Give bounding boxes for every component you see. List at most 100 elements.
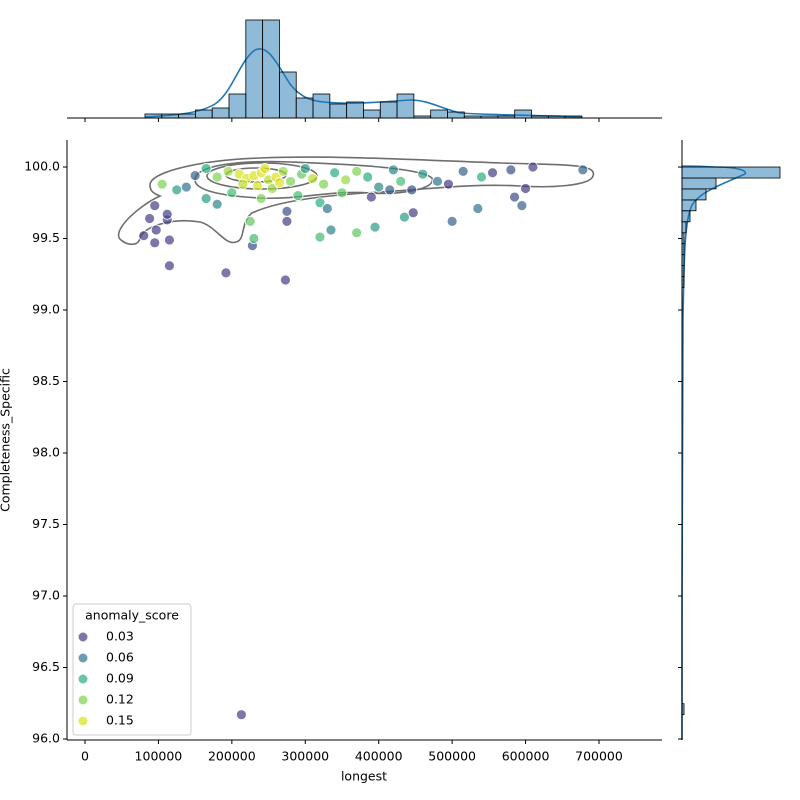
y-tick-label: 96.0 (32, 730, 60, 745)
x-tick-label: 100000 (135, 749, 183, 764)
x-tick-label: 0 (81, 749, 89, 764)
margin-hist-bar (681, 188, 707, 201)
margin-hist-bar (329, 103, 348, 119)
margin-hist-bar (178, 113, 196, 119)
scatter-point (307, 173, 319, 184)
scatter-point (200, 193, 212, 204)
scatter-point (432, 175, 443, 187)
scatter-point (161, 208, 173, 220)
scatter-point (150, 224, 162, 236)
scatter-point (255, 193, 267, 204)
scatter-point (252, 180, 263, 192)
legend-label: 0.12 (106, 692, 134, 707)
margin-hist-bar (295, 97, 314, 119)
scatter-point (472, 203, 484, 214)
scatter-point (509, 191, 520, 203)
scatter-point (280, 274, 291, 286)
legend-title: anomaly_score (85, 608, 179, 623)
legend-marker (77, 652, 89, 664)
y-tick-label: 97.0 (32, 588, 60, 603)
scatter-point (156, 178, 168, 190)
scatter-point (222, 165, 234, 177)
scatter-point (314, 197, 326, 209)
scatter-point (395, 175, 407, 187)
legend-box (72, 603, 192, 736)
scatter-point (407, 207, 419, 219)
scatter-point (180, 181, 192, 193)
margin-hist-bar (681, 254, 685, 266)
legend-marker (77, 694, 89, 706)
scatter-point (527, 161, 539, 173)
scatter-point (138, 230, 150, 242)
margin-hist-bar (379, 101, 398, 119)
scatter-point (336, 187, 348, 199)
legend-label: 0.03 (106, 629, 134, 644)
margin-hist-bar (681, 221, 687, 234)
y-tick-label: 99.5 (32, 230, 60, 245)
scatter-point (520, 183, 531, 194)
x-tick-label: 400000 (355, 749, 403, 764)
scatter-point (443, 178, 454, 190)
y-tick-label: 99.0 (32, 302, 60, 317)
margin-hist-bar (396, 93, 415, 119)
legend-marker (77, 673, 89, 685)
scatter-point (329, 167, 341, 179)
scatter-point (362, 171, 374, 183)
margin-hist-bar (531, 115, 549, 119)
margin-hist-bar (194, 109, 213, 119)
y-tick-label: 96.5 (32, 659, 60, 674)
y-tick-label: 100.0 (24, 159, 60, 174)
margin-hist-bar (262, 19, 280, 119)
scatter-point (487, 167, 498, 179)
scatter-point (171, 184, 183, 196)
scatter-point (200, 163, 212, 174)
scatter-point (369, 221, 381, 233)
scatter-point (417, 168, 429, 180)
x-tick-label: 600000 (502, 749, 550, 764)
margin-hist-bar (463, 115, 482, 119)
scatter-point (266, 183, 278, 194)
scatter-point (226, 187, 238, 199)
scatter-point (505, 164, 517, 176)
margin-hist-bar (161, 113, 179, 119)
margin-hist-bar (681, 199, 697, 212)
x-tick-label: 200000 (208, 749, 256, 764)
margin-hist-bar (211, 107, 230, 119)
margin-hist-bar (681, 210, 691, 223)
scatter-point (189, 170, 201, 182)
scatter-point (351, 227, 363, 239)
scatter-point (476, 171, 487, 183)
scatter-point (259, 163, 271, 174)
margin-hist-bar (681, 703, 685, 716)
scatter-point (248, 233, 260, 244)
margin-hist-bar (245, 19, 264, 119)
margin-hist-bar (547, 115, 566, 119)
scatter-point (373, 181, 385, 193)
margin-hist-bar (480, 115, 499, 119)
scatter-point (220, 267, 232, 279)
legend-label: 0.15 (106, 713, 134, 728)
margin-hist-bar (497, 115, 516, 119)
y-axis-label: Completeness_Specific (0, 368, 13, 512)
scatter-point (299, 163, 311, 174)
scatter-point (211, 198, 223, 210)
margin-hist-bar (346, 101, 364, 119)
margin-hist-bar (279, 71, 297, 119)
scatter-point (384, 184, 396, 196)
margin-hist-bar (363, 109, 381, 119)
right-kde-curve (681, 165, 747, 741)
scatter-point (281, 215, 293, 227)
y-tick-label: 97.5 (32, 516, 60, 531)
margin-hist-bar (312, 93, 331, 119)
scatter-point (325, 224, 337, 236)
scatter-point (235, 709, 247, 721)
margin-hist-bar (413, 115, 432, 119)
y-tick-label: 98.5 (32, 373, 60, 388)
margin-hist-bar (144, 113, 163, 119)
scatter-point (274, 177, 285, 189)
scatter-point (164, 234, 175, 246)
scatter-point (516, 200, 528, 212)
margin-hist-bar (681, 177, 717, 190)
scatter-point (149, 200, 161, 212)
scatter-point (365, 191, 377, 203)
